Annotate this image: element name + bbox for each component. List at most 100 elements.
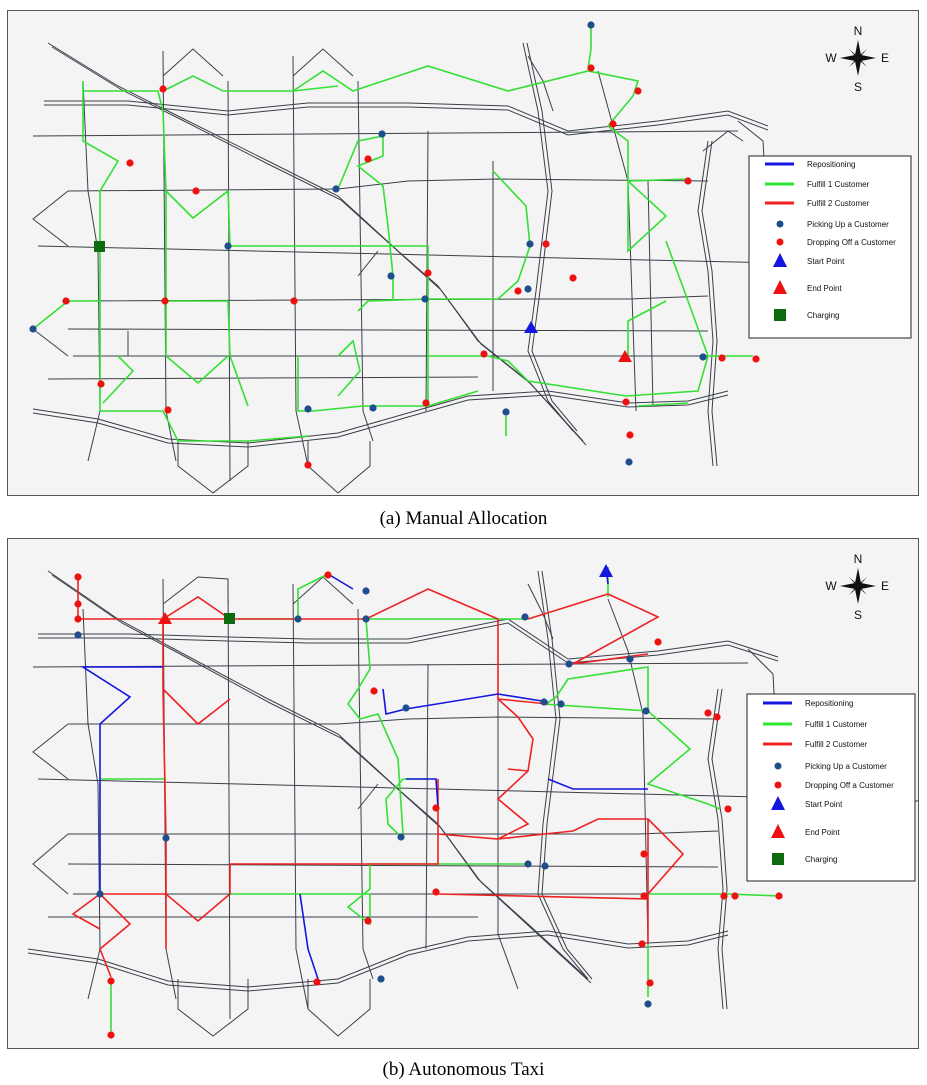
dropoff-markers bbox=[74, 571, 783, 1039]
charging-station-marker bbox=[224, 613, 235, 624]
pickup-dot bbox=[540, 698, 548, 706]
pickup-dot bbox=[387, 272, 395, 280]
road-network-map-a: N S E W Repositioning Fulfill 1 Customer… bbox=[29, 21, 912, 494]
dropoff-dot bbox=[62, 297, 70, 305]
route-repositioning bbox=[80, 566, 648, 980]
start-point-marker bbox=[599, 564, 613, 577]
dropoff-dot bbox=[107, 1031, 115, 1039]
end-point-marker bbox=[158, 612, 172, 624]
dropoff-dot bbox=[480, 350, 488, 358]
compass-east-label: E bbox=[881, 579, 889, 593]
legend-end-swatch bbox=[773, 280, 787, 294]
pickup-dot bbox=[162, 834, 170, 842]
dropoff-dot bbox=[704, 709, 712, 717]
dropoff-dot bbox=[646, 979, 654, 987]
map-panel-manual-allocation: N S E W Repositioning Fulfill 1 Customer… bbox=[7, 10, 919, 496]
dropoff-dot bbox=[432, 888, 440, 896]
compass-rose: N S E W bbox=[825, 552, 889, 622]
pickup-dot bbox=[644, 1000, 652, 1008]
legend-label: Picking Up a Customer bbox=[807, 220, 889, 229]
dropoff-dot bbox=[364, 917, 372, 925]
pickup-dot bbox=[502, 408, 510, 416]
start-point-marker bbox=[524, 321, 538, 333]
compass-north-label: N bbox=[854, 24, 863, 38]
dropoff-dot bbox=[74, 573, 82, 581]
panel-caption: (a) Manual Allocation bbox=[379, 508, 548, 529]
dropoff-dot bbox=[192, 187, 200, 195]
legend-label: Repositioning bbox=[805, 699, 853, 708]
pickup-dot bbox=[565, 660, 573, 668]
dropoff-dot bbox=[304, 461, 312, 469]
road-network-map-b: N S E W Repositioning Fulfill 1 Customer… bbox=[27, 552, 918, 1039]
pickup-dot bbox=[294, 615, 302, 623]
legend-label: End Point bbox=[807, 284, 842, 293]
dropoff-dot bbox=[161, 297, 169, 305]
pickup-dot bbox=[362, 587, 370, 595]
route-fulfill-1-customer bbox=[32, 23, 753, 442]
dropoff-markers bbox=[62, 64, 760, 469]
legend-pickup-swatch bbox=[774, 762, 782, 770]
pickup-dot bbox=[224, 242, 232, 250]
compass-rose: N S E W bbox=[825, 24, 889, 94]
dropoff-dot bbox=[622, 398, 630, 406]
dropoff-dot bbox=[97, 380, 105, 388]
legend-label: Start Point bbox=[805, 800, 843, 809]
dropoff-dot bbox=[775, 892, 783, 900]
legend-dropoff-swatch bbox=[776, 238, 784, 246]
legend-pickup-swatch bbox=[776, 220, 784, 228]
pickup-dot bbox=[524, 285, 532, 293]
dropoff-dot bbox=[126, 159, 134, 167]
dropoff-dot bbox=[364, 155, 372, 163]
legend-label: Fulfill 2 Customer bbox=[805, 740, 868, 749]
legend-label: Start Point bbox=[807, 257, 845, 266]
pickup-dot bbox=[421, 295, 429, 303]
dropoff-dot bbox=[74, 600, 82, 608]
dropoff-dot bbox=[542, 240, 550, 248]
legend-charging-swatch bbox=[774, 309, 786, 321]
dropoff-dot bbox=[684, 177, 692, 185]
dropoff-dot bbox=[718, 354, 726, 362]
charging-station-marker bbox=[94, 241, 105, 252]
pickup-dot bbox=[369, 404, 377, 412]
end-point-marker bbox=[618, 350, 632, 362]
pickup-dot bbox=[29, 325, 37, 333]
pickup-dot bbox=[521, 613, 529, 621]
pickup-dot bbox=[526, 240, 534, 248]
dropoff-dot bbox=[313, 978, 321, 986]
dropoff-dot bbox=[514, 287, 522, 295]
pickup-dot bbox=[332, 185, 340, 193]
dropoff-dot bbox=[324, 571, 332, 579]
legend-dropoff-swatch bbox=[774, 781, 782, 789]
pickup-dot bbox=[699, 353, 707, 361]
pickup-dot bbox=[96, 890, 104, 898]
compass-north-label: N bbox=[854, 552, 863, 566]
dropoff-dot bbox=[159, 85, 167, 93]
dropoff-dot bbox=[74, 615, 82, 623]
panel-caption: (b) Autonomous Taxi bbox=[382, 1059, 545, 1080]
pickup-dot bbox=[557, 700, 565, 708]
dropoff-dot bbox=[626, 431, 634, 439]
pickup-dot bbox=[402, 704, 410, 712]
pickup-dot bbox=[524, 860, 532, 868]
legend-label: Repositioning bbox=[807, 160, 855, 169]
legend-end-swatch bbox=[771, 824, 785, 838]
legend-label: Picking Up a Customer bbox=[805, 762, 887, 771]
pickup-dot bbox=[626, 655, 634, 663]
dropoff-dot bbox=[370, 687, 378, 695]
compass-south-label: S bbox=[854, 608, 862, 622]
legend-label: Fulfill 1 Customer bbox=[805, 720, 868, 729]
road-network bbox=[27, 570, 918, 1037]
dropoff-dot bbox=[724, 805, 732, 813]
legend-charging-swatch bbox=[772, 853, 784, 865]
legend-label: Dropping Off a Customer bbox=[807, 238, 896, 247]
pickup-dot bbox=[397, 833, 405, 841]
dropoff-dot bbox=[432, 804, 440, 812]
dropoff-dot bbox=[654, 638, 662, 646]
route-fulfill-1-customer bbox=[100, 567, 781, 1031]
dropoff-dot bbox=[731, 892, 739, 900]
dropoff-dot bbox=[424, 269, 432, 277]
dropoff-dot bbox=[720, 892, 728, 900]
legend-start-swatch bbox=[773, 253, 787, 267]
legend-label: Charging bbox=[807, 311, 839, 320]
legend-label: Fulfill 2 Customer bbox=[807, 199, 870, 208]
